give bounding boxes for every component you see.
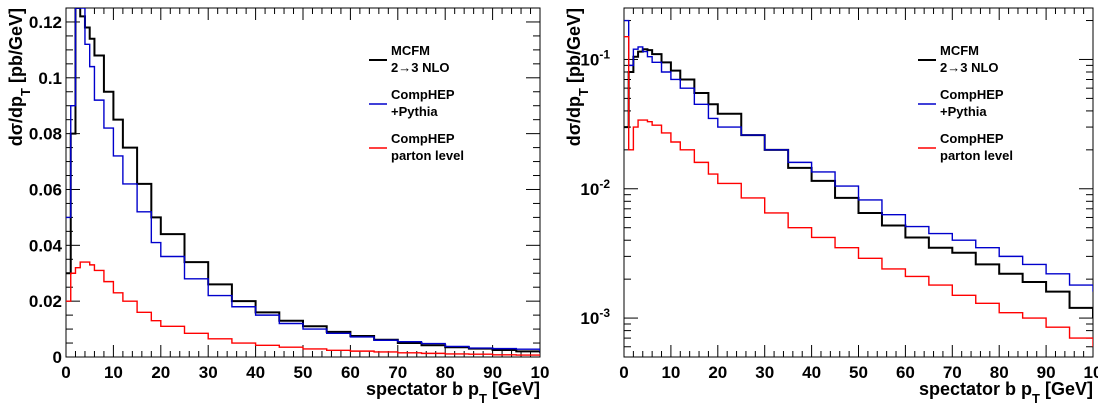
x-tick-label: 50 [294,363,313,382]
x-tick-label: 0 [61,363,70,382]
x-axis-title: spectator b pT [GeV] [919,379,1093,406]
x-axis-title: spectator b pT [GeV] [366,379,540,406]
x-tick-label: 60 [341,363,360,382]
y-tick-label: 0.12 [29,13,62,32]
x-tick-label: 70 [943,363,962,382]
x-tick-label: 60 [896,363,915,382]
chart-panel-log: 0 10 20 30 40 50 60 70 80 90 10 10-3 10-2 10-1 MCFM 2→3… [564,7,1098,406]
x-tick-label: 90 [1037,363,1056,382]
x-tick-label: 40 [246,363,265,382]
legend-entry-name: MCFM [391,43,430,58]
x-tick-label: 0 [619,363,628,382]
series-line-1 [66,8,540,352]
legend-entry-name: CompHEP [391,131,455,146]
legend-entry-subname: 2→3 NLO [940,60,999,75]
legend-entry-subname: +Pythia [391,104,438,119]
x-tick-label: 30 [199,363,218,382]
y-tick-label: 10-1 [580,47,610,69]
y-tick-label: 0.08 [29,125,62,144]
x-tick-label: 80 [436,363,455,382]
series-line-1 [624,19,1093,292]
y-axis-title: dσ/dpT [pb/GeV] [6,8,33,146]
x-tick-label: 80 [990,363,1009,382]
y-tick-label: 0.1 [38,69,62,88]
y-tick-label: 0 [53,348,62,367]
x-tick-label: 20 [151,363,170,382]
x-tick-label: 10 [1084,363,1098,382]
y-tick-label: 0.04 [29,236,63,255]
y-tick-label: 10-2 [580,177,610,199]
y-tick-label: 10-3 [580,306,610,328]
x-tick-label: 30 [755,363,774,382]
legend-entry-subname: parton level [391,148,464,163]
chart-panel-linear: 0 10 20 30 40 50 60 70 80 90 1000.020.040.060.080.… [6,7,550,406]
legend-entry-subname: +Pythia [940,104,987,119]
x-tick-label: 20 [708,363,727,382]
x-tick-label: 50 [849,363,868,382]
x-tick-label: 10 [661,363,680,382]
y-axis-title: dσ/dpT [pb/GeV] [564,8,591,146]
x-tick-label: 90 [483,363,502,382]
y-tick-label: 0.06 [29,180,62,199]
series-line-2 [66,261,540,356]
x-tick-label: 40 [802,363,821,382]
x-tick-label: 10 [104,363,123,382]
x-tick-label: 10 [531,363,550,382]
legend-entry-subname: parton level [940,148,1013,163]
y-tick-label: 0.02 [29,292,62,311]
legend-entry-name: CompHEP [940,131,1004,146]
x-tick-label: 70 [388,363,407,382]
series-line-2 [624,35,1093,347]
legend-entry-name: CompHEP [940,87,1004,102]
legend-entry-name: MCFM [940,43,979,58]
plot-frame [623,7,1094,358]
legend-entry-name: CompHEP [391,87,455,102]
legend-entry-subname: 2→3 NLO [391,60,450,75]
